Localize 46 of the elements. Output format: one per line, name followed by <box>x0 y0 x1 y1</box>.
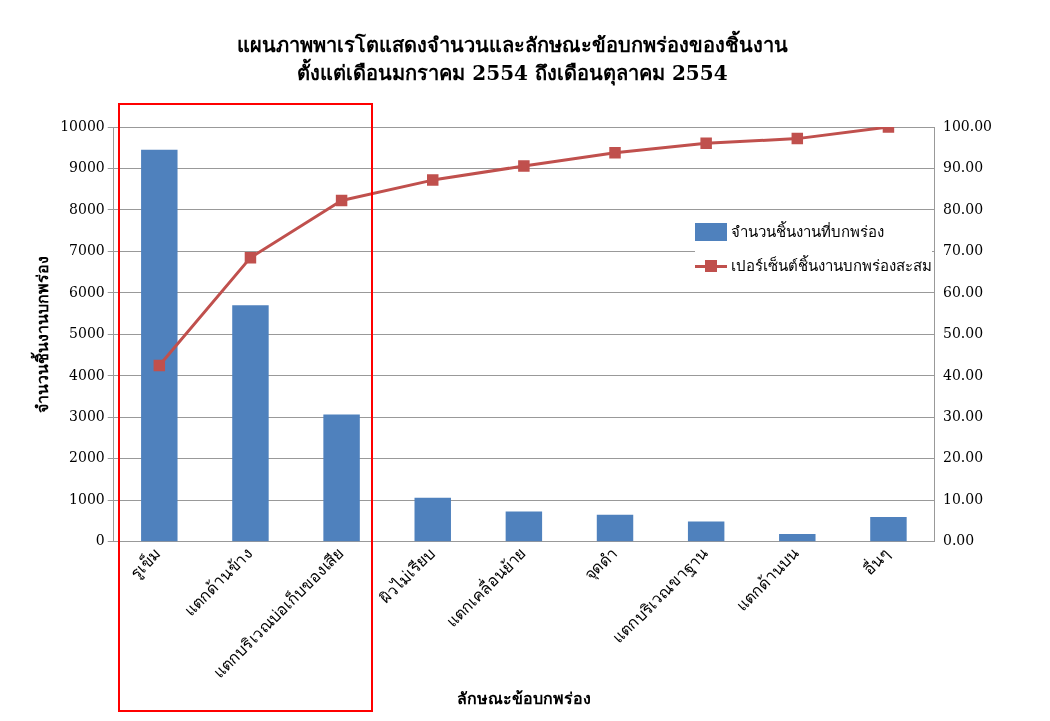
chart-title: แผนภาพพาเรโตแสดงจำนวนและลักษณะข้อบกพร่องของชิ้นงาน <box>237 30 788 58</box>
x-tick-label: อื่นๆ <box>858 542 895 579</box>
y2-tick-label: 10.00 <box>943 490 984 507</box>
point <box>791 132 804 145</box>
y2-tick-label: 70.00 <box>943 242 984 259</box>
y2-tick-label: 40.00 <box>943 366 984 383</box>
point <box>244 251 257 264</box>
y-tick-label: 3000 <box>69 407 105 424</box>
y-tick-label: 7000 <box>69 242 105 259</box>
bar <box>232 305 269 542</box>
y-tick-label: 9000 <box>69 159 105 176</box>
bar <box>779 533 816 542</box>
bar <box>141 149 178 542</box>
x-axis-title: ลักษณะข้อบกพร่อง <box>456 688 591 708</box>
bar <box>687 521 725 542</box>
bar <box>870 516 907 542</box>
point <box>700 137 712 149</box>
y-axis-title: จำนวนชิ้นงานบกพร่อง <box>29 255 52 413</box>
y2-tick-label: 90.00 <box>943 159 984 176</box>
legend-label: จำนวนชิ้นงานที่บกพร่อง <box>731 220 884 243</box>
bar <box>596 514 634 542</box>
y2-tick-label: 60.00 <box>943 283 984 300</box>
bar <box>505 511 543 542</box>
y2-tick-label: 80.00 <box>943 200 984 217</box>
y-tick-label: 6000 <box>69 283 105 300</box>
y-tick-label: 0 <box>95 532 105 549</box>
chart-subtitle: ตั้งแต่เดือนมกราคม 2554 ถึงเดือนตุลาคม 2554 <box>297 58 728 87</box>
point <box>426 174 439 186</box>
y2-tick-label: 20.00 <box>943 449 984 466</box>
y-tick-label: 8000 <box>69 200 105 217</box>
y2-tick-label: 50.00 <box>943 325 984 342</box>
point <box>335 194 348 207</box>
y-tick-label: 5000 <box>69 325 105 342</box>
y-tick-label: 4000 <box>69 366 105 383</box>
y-tick-label: 10000 <box>60 117 105 134</box>
bar <box>323 414 360 542</box>
y-tick-label: 2000 <box>69 449 105 466</box>
y2-tick-label: 30.00 <box>943 407 984 424</box>
y2-tick-label: 100.00 <box>943 117 993 134</box>
y2-tick-label: 0.00 <box>943 532 975 549</box>
bar <box>414 497 451 542</box>
legend-label: เปอร์เซ็นต์ชิ้นงานบกพร่องสะสม <box>731 254 932 277</box>
point <box>153 359 166 372</box>
y-tick-label: 1000 <box>69 490 105 507</box>
point <box>518 160 530 172</box>
point <box>609 146 621 159</box>
